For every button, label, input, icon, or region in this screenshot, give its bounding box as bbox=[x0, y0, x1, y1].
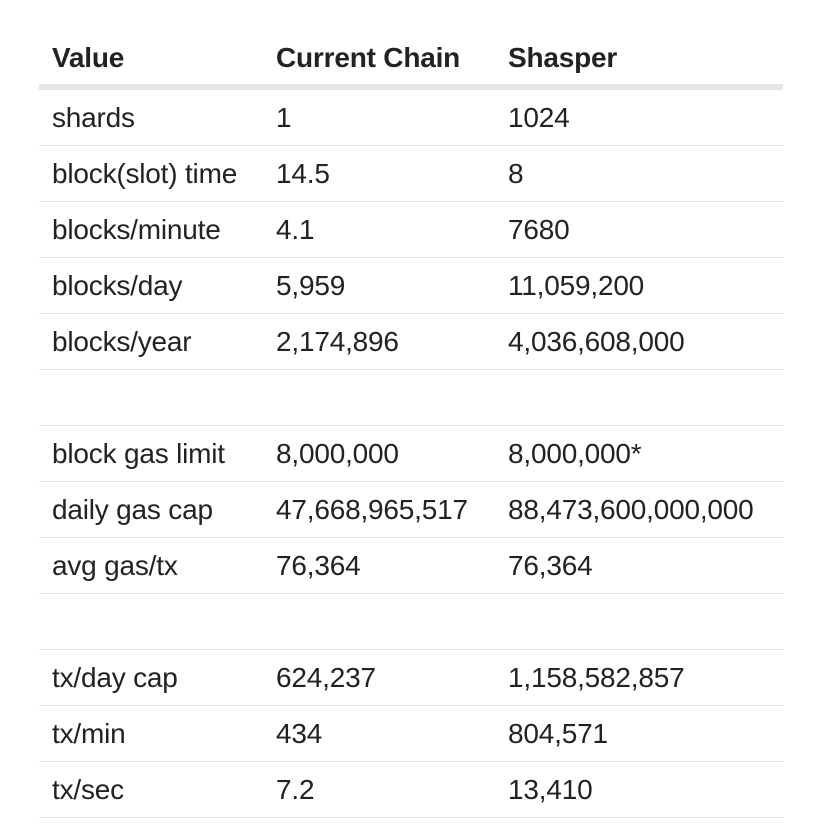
comparison-table: Value Current Chain Shasper shards 1 102… bbox=[39, 32, 783, 818]
cell-current-chain: 4.1 bbox=[263, 201, 495, 258]
table-row: tx/sec 7.2 13,410 bbox=[39, 761, 783, 818]
table-row: tx/min 434 804,571 bbox=[39, 705, 783, 762]
cell-label: block gas limit bbox=[39, 425, 263, 482]
table-row: block gas limit 8,000,000 8,000,000* bbox=[39, 425, 783, 482]
comparison-table-container: Value Current Chain Shasper shards 1 102… bbox=[39, 32, 783, 818]
cell-current-chain: 434 bbox=[263, 705, 495, 762]
cell-current-chain bbox=[263, 593, 495, 650]
cell-current-chain: 2,174,896 bbox=[263, 313, 495, 370]
cell-label: tx/min bbox=[39, 705, 263, 762]
cell-current-chain: 7.2 bbox=[263, 761, 495, 818]
table-row: shards 1 1024 bbox=[39, 87, 783, 146]
table-row: blocks/minute 4.1 7680 bbox=[39, 201, 783, 258]
header-value: Value bbox=[39, 32, 263, 90]
cell-current-chain bbox=[263, 369, 495, 426]
cell-label: daily gas cap bbox=[39, 481, 263, 538]
cell-current-chain: 14.5 bbox=[263, 145, 495, 202]
cell-label: blocks/minute bbox=[39, 201, 263, 258]
table-row: blocks/year 2,174,896 4,036,608,000 bbox=[39, 313, 783, 370]
cell-shasper: 4,036,608,000 bbox=[495, 313, 783, 370]
cell-label: blocks/day bbox=[39, 257, 263, 314]
cell-shasper bbox=[495, 593, 783, 650]
table-row-empty bbox=[39, 593, 783, 650]
cell-shasper: 1,158,582,857 bbox=[495, 649, 783, 706]
cell-shasper bbox=[495, 369, 783, 426]
cell-shasper: 88,473,600,000,000 bbox=[495, 481, 783, 538]
table-row: tx/day cap 624,237 1,158,582,857 bbox=[39, 649, 783, 706]
cell-label: blocks/year bbox=[39, 313, 263, 370]
cell-shasper: 8 bbox=[495, 145, 783, 202]
cell-shasper: 1024 bbox=[495, 87, 783, 146]
cell-current-chain: 47,668,965,517 bbox=[263, 481, 495, 538]
cell-label: shards bbox=[39, 87, 263, 146]
cell-shasper: 804,571 bbox=[495, 705, 783, 762]
cell-current-chain: 624,237 bbox=[263, 649, 495, 706]
cell-label: block(slot) time bbox=[39, 145, 263, 202]
cell-label bbox=[39, 369, 263, 426]
cell-label: tx/day cap bbox=[39, 649, 263, 706]
header-shasper: Shasper bbox=[495, 32, 783, 90]
table-header-row: Value Current Chain Shasper bbox=[39, 32, 783, 90]
cell-label bbox=[39, 593, 263, 650]
cell-shasper: 8,000,000* bbox=[495, 425, 783, 482]
cell-current-chain: 8,000,000 bbox=[263, 425, 495, 482]
table-row: block(slot) time 14.5 8 bbox=[39, 145, 783, 202]
cell-current-chain: 76,364 bbox=[263, 537, 495, 594]
table-row: daily gas cap 47,668,965,517 88,473,600,… bbox=[39, 481, 783, 538]
cell-label: tx/sec bbox=[39, 761, 263, 818]
cell-shasper: 13,410 bbox=[495, 761, 783, 818]
cell-shasper: 76,364 bbox=[495, 537, 783, 594]
table-row: avg gas/tx 76,364 76,364 bbox=[39, 537, 783, 594]
cell-current-chain: 5,959 bbox=[263, 257, 495, 314]
cell-label: avg gas/tx bbox=[39, 537, 263, 594]
cell-current-chain: 1 bbox=[263, 87, 495, 146]
cell-shasper: 7680 bbox=[495, 201, 783, 258]
table-row-empty bbox=[39, 369, 783, 426]
header-current-chain: Current Chain bbox=[263, 32, 495, 90]
cell-shasper: 11,059,200 bbox=[495, 257, 783, 314]
table-row: blocks/day 5,959 11,059,200 bbox=[39, 257, 783, 314]
